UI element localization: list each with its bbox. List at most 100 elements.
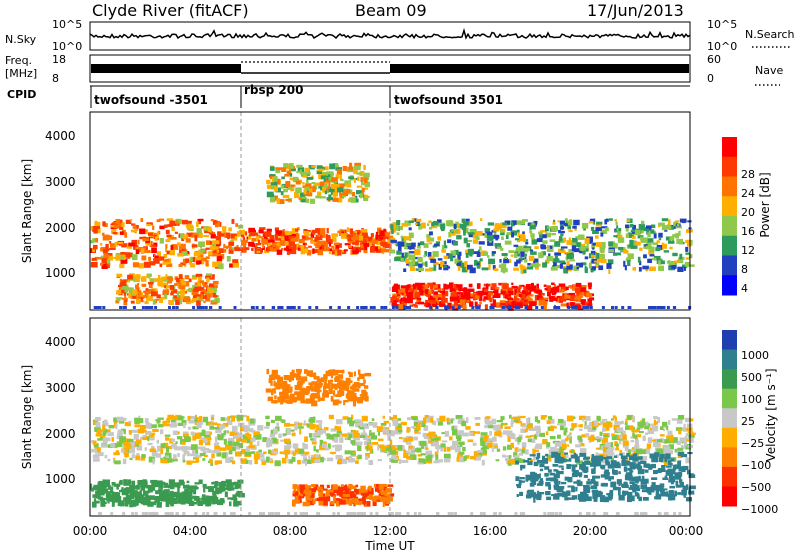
heatmap-cell [228, 248, 234, 254]
heatmap-cell [168, 300, 174, 306]
heatmap-cell [641, 220, 645, 225]
heatmap-cell [566, 264, 573, 270]
heatmap-cell [547, 455, 553, 459]
heatmap-cell [318, 378, 325, 382]
heatmap-cell [185, 493, 189, 500]
heatmap-cell [292, 452, 296, 456]
heatmap-cell [283, 241, 289, 246]
heatmap-cell [644, 469, 649, 473]
heatmap-cell [464, 287, 467, 293]
heatmap-cell [342, 166, 347, 171]
heatmap-cell [519, 299, 525, 305]
heatmap-cell [236, 245, 239, 248]
heatmap-cell [167, 499, 175, 504]
heatmap-cell [625, 472, 632, 478]
heatmap-cell [113, 224, 120, 229]
heatmap-cell [200, 291, 204, 296]
heatmap-cell [382, 501, 385, 507]
heatmap-cell [592, 455, 600, 459]
heatmap-cell [525, 241, 529, 245]
heatmap-cell [147, 273, 152, 277]
heatmap-cell [614, 463, 621, 469]
heatmap-cell [611, 452, 615, 455]
heatmap-cell [592, 475, 596, 482]
heatmap-cell [375, 512, 379, 515]
heatmap-cell [539, 468, 544, 472]
heatmap-cell [545, 477, 552, 481]
heatmap-cell [102, 234, 110, 241]
heatmap-cell [299, 488, 306, 493]
heatmap-cell [677, 415, 685, 420]
heatmap-cell [631, 486, 635, 492]
heatmap-cell [122, 458, 127, 465]
heatmap-cell [636, 428, 640, 432]
heatmap-cell [130, 300, 135, 304]
heatmap-cell [304, 438, 308, 442]
heatmap-cell [535, 306, 539, 309]
heatmap-cell [332, 390, 336, 396]
heatmap-cell [92, 486, 99, 489]
heatmap-cell [522, 444, 526, 451]
heatmap-cell [352, 441, 356, 446]
heatmap-cell [337, 306, 341, 309]
heatmap-cell [286, 170, 292, 176]
heatmap-cell [523, 459, 529, 463]
heatmap-cell [217, 435, 224, 441]
heatmap-cell [100, 247, 105, 252]
heatmap-cell [520, 465, 523, 471]
heatmap-cell [437, 258, 443, 261]
heatmap-cell [157, 278, 163, 284]
heatmap-cell [342, 191, 348, 196]
heatmap-cell [98, 480, 102, 484]
heatmap-cell [482, 298, 486, 302]
heatmap-cell [677, 454, 683, 458]
heatmap-cell [197, 280, 201, 287]
heatmap-cell [182, 258, 188, 264]
heatmap-cell [392, 295, 397, 300]
heatmap-cell [414, 296, 417, 300]
heatmap-cell [508, 289, 512, 293]
heatmap-cell [333, 190, 339, 194]
heatmap-cell [207, 226, 212, 232]
heatmap-cell [232, 460, 236, 465]
heatmap-cell [651, 477, 658, 480]
heatmap-cell [117, 441, 123, 447]
heatmap-cell [271, 248, 277, 252]
heatmap-cell [306, 179, 309, 184]
heatmap-cell [393, 300, 399, 303]
heatmap-cell [622, 490, 625, 496]
heatmap-cell [551, 292, 556, 296]
heatmap-cell [130, 229, 137, 233]
heatmap-cell [424, 284, 429, 290]
heatmap-cell [271, 512, 275, 515]
heatmap-cell [676, 484, 682, 488]
heatmap-cell [522, 294, 526, 299]
heatmap-cell [649, 453, 655, 459]
heatmap-cell [194, 294, 201, 297]
heatmap-cell [674, 472, 680, 478]
heatmap-cell [269, 458, 273, 462]
heatmap-cell [669, 476, 676, 482]
heatmap-cell [248, 445, 255, 449]
heatmap-cell [211, 453, 215, 459]
heatmap-cell [335, 174, 340, 179]
freq-label-1: Freq. [5, 54, 32, 67]
heatmap-cell [115, 219, 121, 225]
heatmap-cell [506, 232, 512, 236]
heatmap-cell [185, 258, 189, 263]
heatmap-cell [578, 246, 583, 251]
heatmap-cell [116, 297, 121, 302]
heatmap-cell [585, 248, 589, 252]
heatmap-cell [218, 261, 223, 265]
heatmap-cell [157, 274, 161, 279]
heatmap-cell [661, 225, 668, 231]
heatmap-cell [330, 190, 334, 195]
heatmap-cell [159, 429, 164, 435]
heatmap-cell [566, 454, 569, 458]
heatmap-cell [657, 512, 661, 515]
heatmap-cell [90, 483, 93, 490]
heatmap-cell [447, 239, 452, 244]
heatmap-cell [223, 512, 226, 515]
heatmap-cell [658, 225, 661, 228]
heatmap-cell [456, 235, 462, 240]
